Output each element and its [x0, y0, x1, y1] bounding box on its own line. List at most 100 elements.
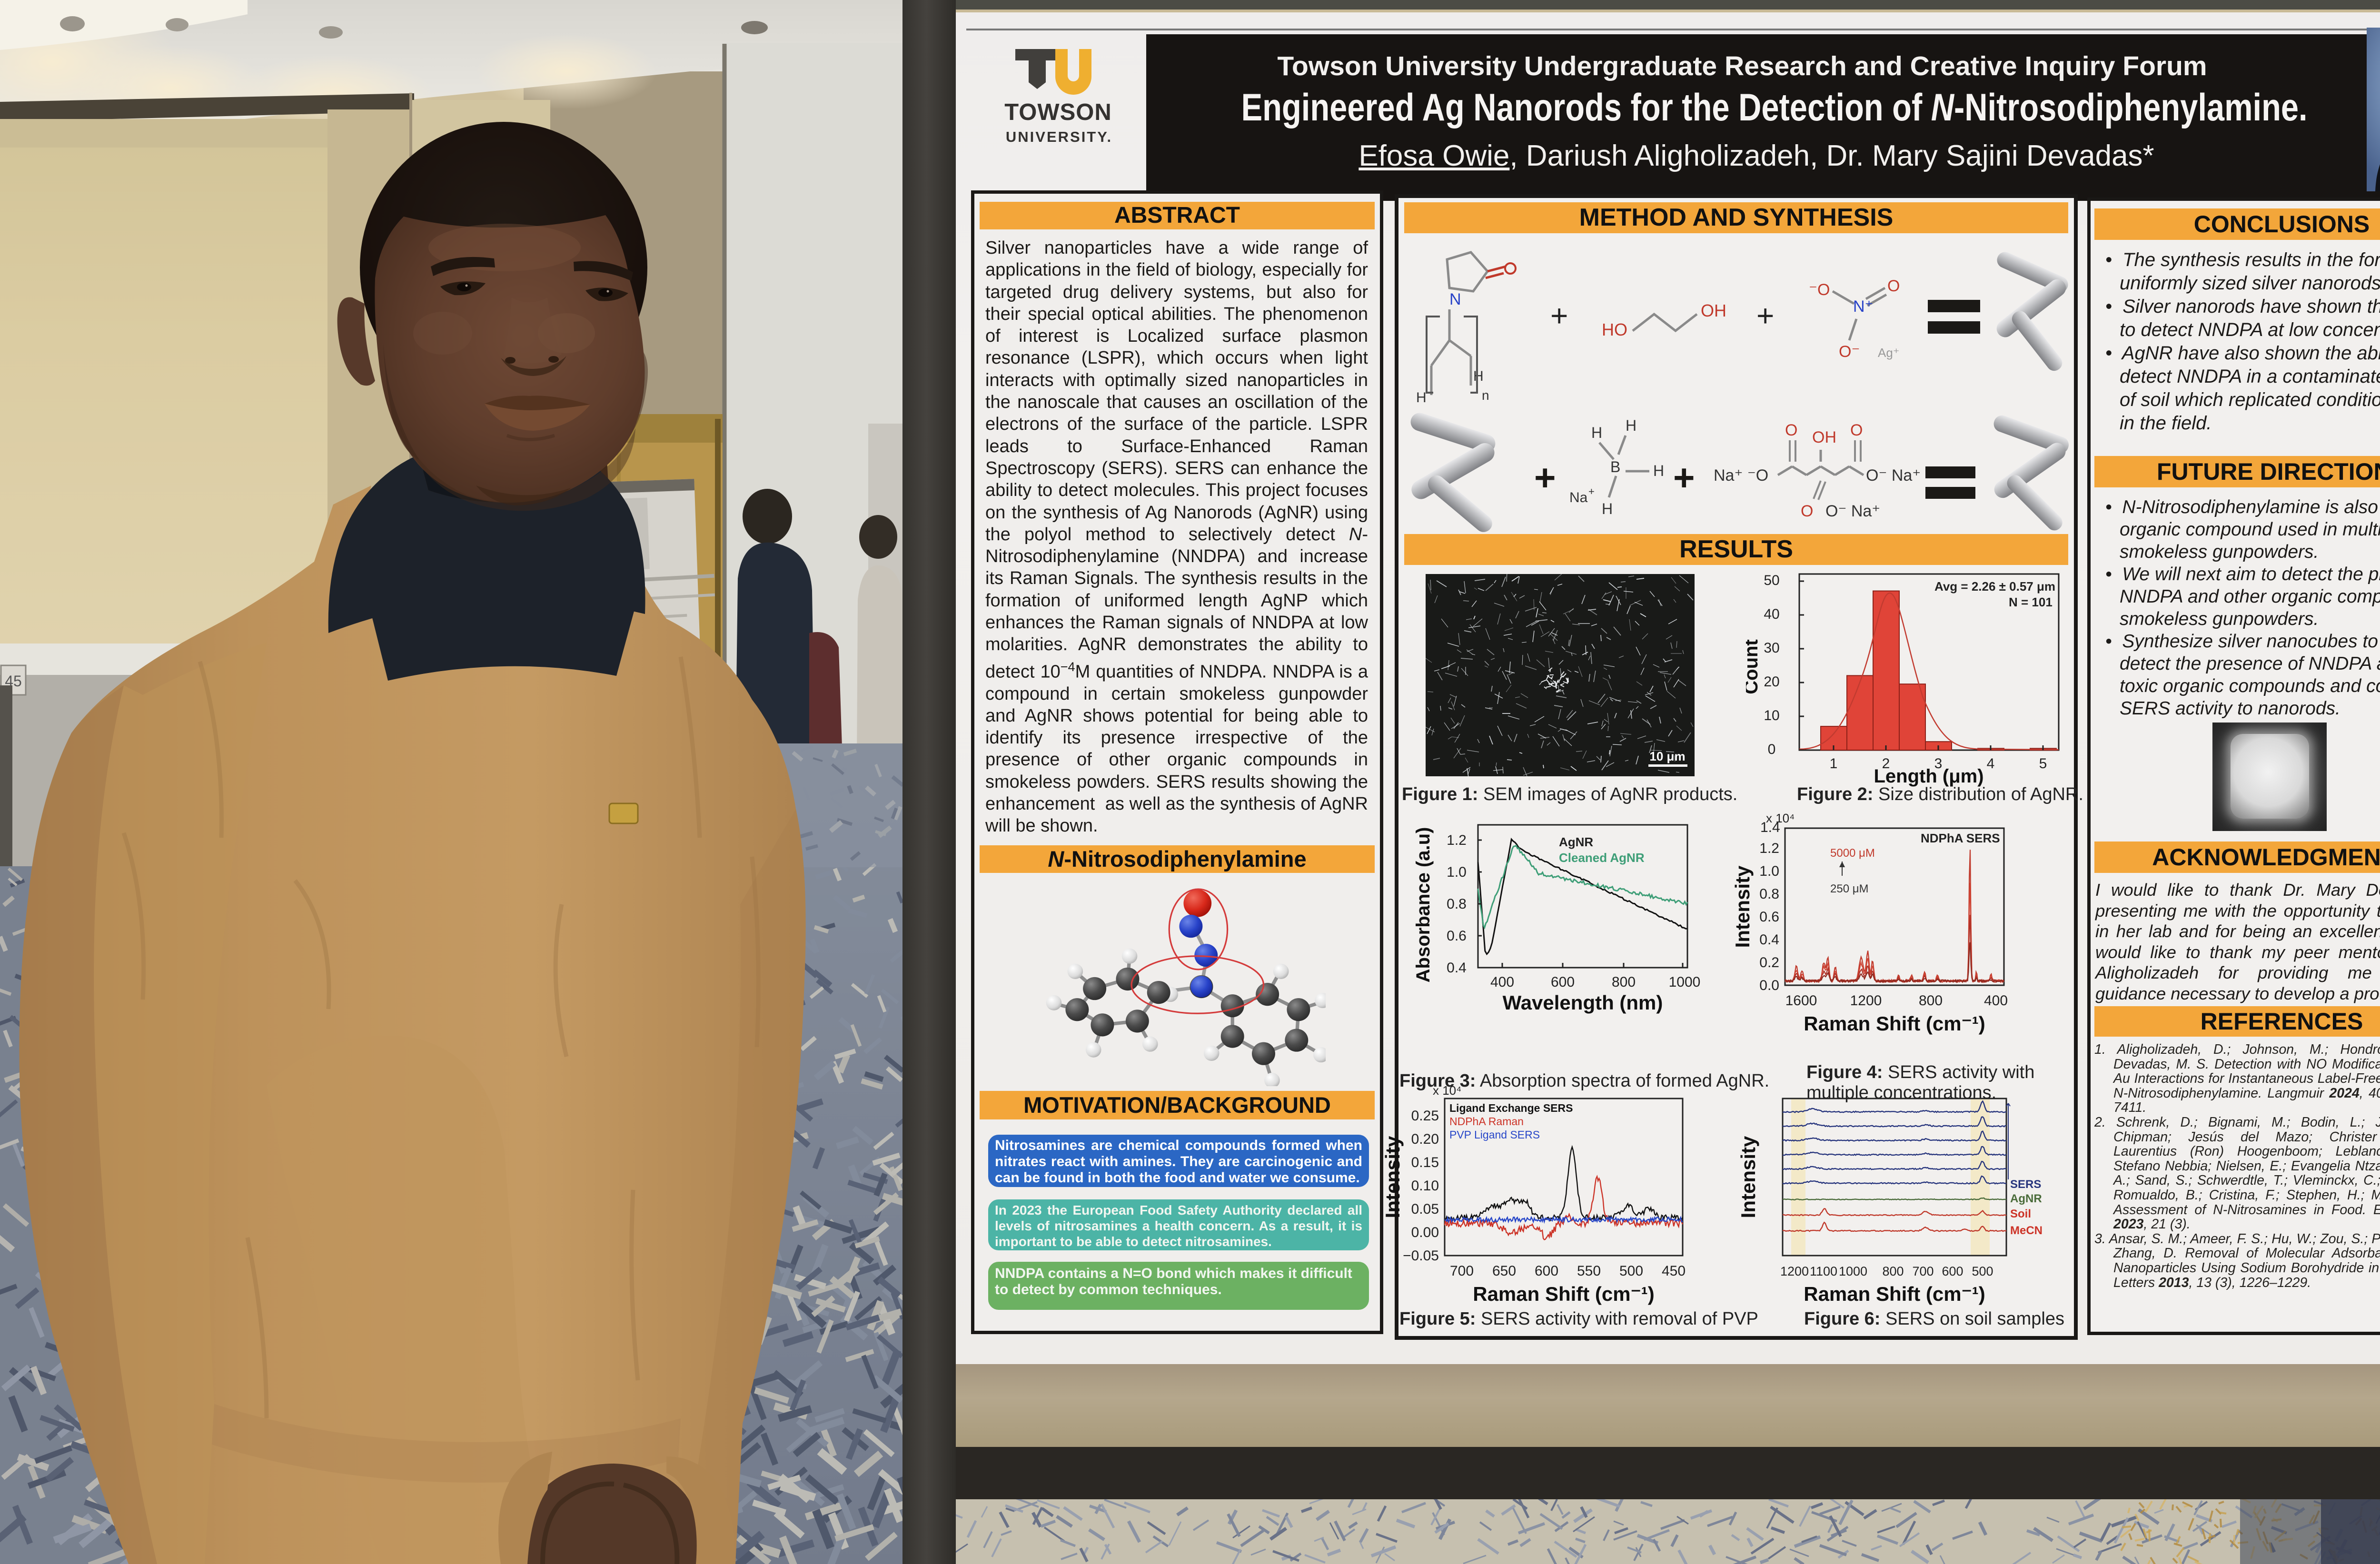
svg-text:2: 2 [1882, 756, 1890, 772]
svg-text:0.6: 0.6 [1759, 909, 1779, 925]
svg-text:OH: OH [1812, 428, 1836, 446]
svg-text:0: 0 [1768, 742, 1776, 757]
svg-text:1200: 1200 [1780, 1264, 1809, 1278]
svg-text:600: 600 [1535, 1263, 1558, 1279]
svg-text:4: 4 [1987, 756, 1995, 772]
svg-text:O⁻ Na⁺: O⁻ Na⁺ [1866, 466, 1921, 485]
svg-text:800: 800 [1612, 974, 1636, 990]
svg-text:3: 3 [1934, 756, 1943, 772]
svg-text:O⁻: O⁻ [1839, 343, 1860, 361]
svg-text:Na: Na [1569, 490, 1588, 505]
svg-text:+: + [1756, 298, 1774, 333]
svg-text:5000 μM: 5000 μM [1830, 847, 1875, 860]
svg-text:Soil: Soil [2010, 1208, 2031, 1220]
svg-text:Absorbance (a.u): Absorbance (a.u) [1413, 827, 1434, 983]
svg-text:O: O [1785, 421, 1797, 439]
svg-text:0.0: 0.0 [1759, 978, 1779, 993]
svg-text:Raman Shift (cm⁻¹): Raman Shift (cm⁻¹) [1473, 1283, 1655, 1305]
svg-text:N: N [1449, 290, 1461, 308]
svg-text:n: n [1482, 388, 1489, 403]
svg-text:−0.05: −0.05 [1403, 1248, 1439, 1264]
svg-text:Na⁺ ⁻O: Na⁺ ⁻O [1714, 466, 1768, 485]
svg-text:PVP Ligand SERS: PVP Ligand SERS [1449, 1128, 1540, 1141]
svg-text:Raman Shift (cm⁻¹): Raman Shift (cm⁻¹) [1804, 1012, 1985, 1035]
svg-text:+: + [1673, 456, 1695, 498]
svg-text:30: 30 [1764, 640, 1779, 656]
svg-text:SERS: SERS [2010, 1178, 2041, 1191]
svg-text:1600: 1600 [1785, 993, 1817, 1009]
svg-text:5: 5 [2039, 756, 2047, 772]
svg-text:Count: Count [1746, 639, 1762, 694]
svg-text:MeCN: MeCN [2010, 1224, 2043, 1237]
svg-text:O: O [1887, 277, 1900, 295]
svg-text:Ag⁺: Ag⁺ [1878, 346, 1900, 360]
svg-text:O⁻ Na⁺: O⁻ Na⁺ [1825, 502, 1880, 520]
svg-text:500: 500 [1619, 1263, 1643, 1279]
svg-text:Cleaned AgNR: Cleaned AgNR [1559, 851, 1645, 865]
svg-text:400: 400 [1984, 993, 2008, 1009]
svg-text:Length (μm): Length (μm) [1874, 766, 1983, 787]
svg-text:0.25: 0.25 [1411, 1108, 1439, 1124]
svg-text:550: 550 [1577, 1263, 1601, 1279]
svg-text:Raman Shift (cm⁻¹): Raman Shift (cm⁻¹) [1804, 1283, 1985, 1305]
svg-text:H: H [1591, 424, 1602, 441]
svg-text:O: O [1801, 502, 1813, 520]
svg-text:1.4: 1.4 [1760, 820, 1780, 835]
svg-text:600: 600 [1942, 1264, 1963, 1278]
svg-text:50: 50 [1764, 573, 1779, 588]
svg-text:1.0: 1.0 [1447, 864, 1467, 880]
svg-text:H: H [1416, 390, 1427, 406]
svg-text:0.15: 0.15 [1411, 1155, 1439, 1170]
svg-text:HO: HO [1602, 320, 1627, 339]
svg-text:800: 800 [1919, 993, 1943, 1009]
svg-text:Avg = 2.26 ± 0.57 μm: Avg = 2.26 ± 0.57 μm [1934, 579, 2055, 594]
svg-text:1000: 1000 [1669, 974, 1701, 990]
svg-text:H: H [1626, 417, 1636, 434]
svg-text:0.8: 0.8 [1447, 896, 1467, 912]
svg-text:1.2: 1.2 [1759, 841, 1779, 856]
svg-text:x 10⁴: x 10⁴ [1766, 811, 1795, 825]
svg-text:+: + [1550, 298, 1568, 333]
svg-text:H: H [1602, 500, 1613, 517]
svg-text:AgNR: AgNR [1559, 835, 1593, 849]
svg-text:Ligand Exchange SERS: Ligand Exchange SERS [1449, 1102, 1573, 1114]
svg-text:500: 500 [1972, 1264, 1993, 1278]
svg-text:Intensity: Intensity [1731, 865, 1754, 948]
svg-text:UNIVERSITY.: UNIVERSITY. [1006, 129, 1112, 145]
svg-text:NDPhA Raman: NDPhA Raman [1449, 1115, 1524, 1128]
svg-text:0.20: 0.20 [1411, 1131, 1439, 1147]
svg-text:O: O [1850, 421, 1863, 439]
svg-text:Intensity: Intensity [1381, 1136, 1404, 1218]
svg-text:450: 450 [1662, 1263, 1686, 1279]
svg-text:0.05: 0.05 [1411, 1201, 1439, 1217]
svg-text:40: 40 [1764, 606, 1779, 622]
svg-text:1000: 1000 [1839, 1264, 1867, 1278]
svg-text:0.8: 0.8 [1759, 886, 1779, 902]
svg-text:0.4: 0.4 [1759, 932, 1779, 948]
svg-text:H: H [1473, 368, 1484, 384]
svg-text:⁻O: ⁻O [1809, 281, 1830, 299]
svg-text:OH: OH [1701, 301, 1726, 320]
svg-text:1100: 1100 [1810, 1264, 1837, 1278]
svg-text:0.4: 0.4 [1447, 960, 1467, 976]
svg-text:1.0: 1.0 [1759, 863, 1779, 879]
svg-text:20: 20 [1764, 674, 1779, 690]
svg-text:Wavelength (nm): Wavelength (nm) [1503, 991, 1663, 1014]
svg-text:AgNR: AgNR [2010, 1192, 2042, 1205]
svg-text:0.6: 0.6 [1447, 928, 1467, 944]
svg-text:700: 700 [1450, 1263, 1474, 1279]
svg-text:NDPhA SERS: NDPhA SERS [1921, 831, 2000, 845]
svg-text:1: 1 [1830, 756, 1838, 772]
svg-text:N = 101: N = 101 [2009, 595, 2053, 609]
svg-text:Intensity: Intensity [1737, 1136, 1759, 1218]
svg-text:10: 10 [1764, 708, 1779, 723]
svg-text:N⁺: N⁺ [1853, 297, 1874, 316]
svg-text:250 μM: 250 μM [1830, 882, 1869, 895]
svg-text:1200: 1200 [1850, 993, 1882, 1009]
svg-text:1.2: 1.2 [1447, 832, 1467, 848]
svg-text:400: 400 [1490, 974, 1514, 990]
svg-text:600: 600 [1551, 974, 1575, 990]
svg-text:0.2: 0.2 [1759, 955, 1779, 970]
svg-text:650: 650 [1492, 1263, 1516, 1279]
svg-text:700: 700 [1912, 1264, 1934, 1278]
